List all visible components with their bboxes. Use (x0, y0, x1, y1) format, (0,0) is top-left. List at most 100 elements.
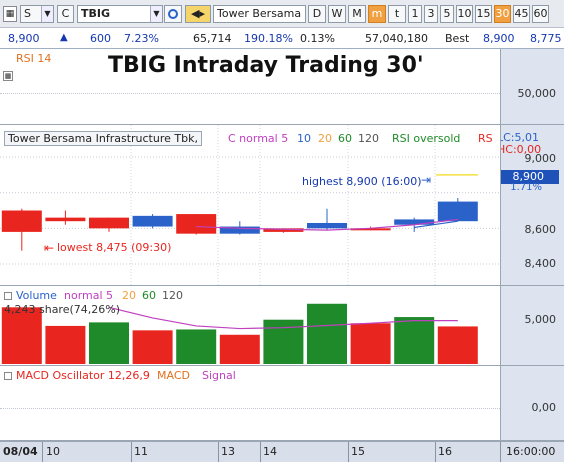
period-button-10[interactable]: 10 (456, 5, 473, 23)
best-ask: 8,775 (530, 32, 562, 45)
candle-body (176, 214, 217, 234)
macd-tick: 0,00 (531, 401, 557, 414)
highest-note: highest 8,900 (16:00) (302, 175, 422, 188)
grid-line (0, 93, 500, 94)
volume-pane[interactable]: Volume normal 5 20 60 120 4,243 share(74… (0, 286, 500, 366)
hour-label: 11 (134, 445, 148, 458)
best-bid: 8,900 (483, 32, 515, 45)
checkbox-icon[interactable] (4, 292, 12, 300)
candle-body (132, 215, 173, 227)
candle-body (263, 228, 304, 232)
market-select[interactable]: S ▼ (20, 5, 54, 23)
macd-pane[interactable]: MACD Oscillator 12,26,9 MACD Signal (0, 366, 500, 441)
volume-bar (263, 319, 304, 364)
volume-ma-prefix: normal 5 (64, 289, 114, 302)
stock-name-field: Tower Bersama (213, 5, 306, 23)
search-button[interactable] (164, 5, 182, 23)
end-time-label: 16:00:00 (506, 445, 556, 458)
rsi-axis: 50,000 (500, 49, 564, 125)
volume-bar (89, 322, 129, 364)
price-pane[interactable]: Tower Bersama Infrastructure Tbk, C norm… (0, 125, 500, 286)
price-change: 600 (90, 32, 111, 45)
volume-bar (132, 330, 173, 364)
current-price-marker (501, 170, 559, 184)
hour-label: 16 (438, 445, 452, 458)
period-button-3[interactable]: 3 (424, 5, 438, 23)
period-button-W[interactable]: W (328, 5, 346, 23)
arrow-right-icon: ⇥ (421, 173, 432, 187)
candle-body (307, 222, 347, 229)
grid-menu-icon[interactable]: ▦ (3, 6, 17, 22)
search-icon (168, 9, 178, 19)
tick-line (260, 442, 261, 462)
hc-label: HC:0,00 (500, 143, 542, 156)
ma20-label: 20 (318, 132, 332, 145)
ma60-label: 60 (338, 132, 352, 145)
signal-label: Signal (202, 369, 236, 382)
chart-type-button[interactable]: C (57, 5, 74, 23)
trade-value: 57,040,180 (365, 32, 428, 45)
lc-label: LC:5,01 (500, 131, 540, 144)
volume-bar (45, 325, 86, 364)
rsi-axis-tick: 50,000 (517, 87, 557, 100)
ma-prefix: C normal 5 (228, 132, 289, 145)
checkbox-icon[interactable] (4, 372, 12, 380)
macd-axis: 0,00 (500, 366, 564, 441)
candle-body (350, 228, 391, 231)
chevron-down-icon: ▼ (41, 6, 53, 22)
candlestick-chart (0, 125, 500, 285)
stock-name-value: Tower Bersama (217, 7, 302, 20)
tick-line (435, 442, 436, 462)
ma10-label: 10 (297, 132, 311, 145)
volume-ma120-label: 120 (162, 289, 183, 302)
period-button-M[interactable]: M (348, 5, 366, 23)
turnover-pct: 0.13% (300, 32, 335, 45)
candle-body (437, 201, 478, 222)
period-button-45[interactable]: 45 (513, 5, 530, 23)
volume-bar (394, 317, 435, 364)
period-button-D[interactable]: D (308, 5, 326, 23)
hour-label: 10 (46, 445, 60, 458)
volume-pct: 190.18% (244, 32, 293, 45)
period-button-15[interactable]: 15 (475, 5, 492, 23)
stock-code-input[interactable]: TBIG ▼ (77, 5, 163, 23)
stock-code-value: TBIG (81, 7, 111, 20)
volume-ma-line (108, 306, 458, 330)
time-axis: 08/04 10 11 13 14 15 16 16:00:00 (0, 441, 564, 462)
volume-label: Volume (16, 289, 57, 302)
candle-body (219, 226, 260, 234)
macd-label: MACD Oscillator 12,26,9 (16, 369, 150, 382)
title-overlay: TBIG Intraday Trading 30' (108, 53, 424, 78)
zero-line (0, 408, 500, 409)
volume-bar (350, 323, 391, 364)
table-icon[interactable]: ▦ (3, 71, 13, 81)
candle-body (89, 217, 129, 229)
period-button-5[interactable]: 5 (440, 5, 454, 23)
period-button-60[interactable]: 60 (532, 5, 549, 23)
market-select-value: S (24, 7, 31, 20)
price-tick: 9,000 (524, 152, 557, 165)
volume-share-note: 4,243 share(74,26%) (4, 303, 121, 316)
volume-ma60-label: 60 (142, 289, 156, 302)
price-change-pct: 7.23% (124, 32, 159, 45)
period-button-m[interactable]: m (368, 5, 386, 23)
chevron-down-icon: ▼ (150, 6, 162, 22)
candle-body (1, 210, 42, 232)
macd-line-label: MACD (157, 369, 190, 382)
ma10-line (414, 220, 458, 229)
rsi-label: RSI 14 (16, 52, 52, 65)
volume-ma20-label: 20 (122, 289, 136, 302)
speaker-button[interactable]: ◀▸ (185, 5, 211, 23)
rsi-pane[interactable]: RSI 14 ▦ TBIG Intraday Trading 30' (0, 49, 500, 125)
candle-body (45, 217, 86, 222)
tick-line (348, 442, 349, 462)
period-button-1[interactable]: 1 (408, 5, 422, 23)
volume-axis: 5,000 (500, 286, 564, 366)
volume-chart (1, 303, 478, 364)
quote-bar: 8,900 ▲ 600 7.23% 65,714 190.18% 0.13% 5… (0, 28, 564, 49)
up-triangle-icon: ▲ (60, 32, 68, 43)
period-button-t[interactable]: t (388, 5, 406, 23)
period-button-30[interactable]: 30 (494, 5, 511, 23)
